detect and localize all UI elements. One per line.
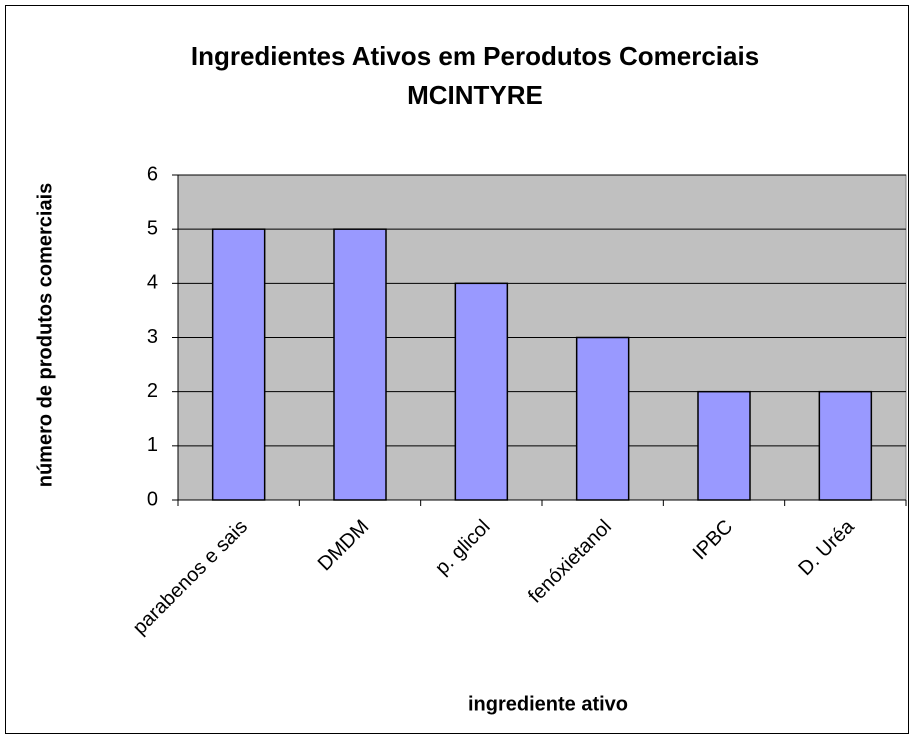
x-axis-label: ingrediente ativo bbox=[468, 693, 628, 715]
bar bbox=[454, 282, 509, 501]
bar bbox=[697, 390, 751, 501]
bar bbox=[333, 228, 387, 501]
bar bbox=[818, 390, 873, 501]
y-tick-label: 5 bbox=[147, 217, 158, 239]
y-tick-label: 4 bbox=[147, 272, 158, 294]
bar bbox=[211, 228, 266, 501]
chart-title: Ingredientes Ativos em Perodutos Comerci… bbox=[191, 41, 759, 71]
y-tick-label: 2 bbox=[147, 380, 158, 402]
y-tick-label: 6 bbox=[147, 163, 158, 185]
chart-title: MCINTYRE bbox=[407, 80, 543, 110]
y-tick-label: 1 bbox=[147, 434, 158, 456]
y-axis-label: número de produtos comerciais bbox=[34, 183, 56, 488]
y-tick-label: 3 bbox=[147, 326, 158, 348]
bar bbox=[575, 336, 630, 501]
y-tick-label: 0 bbox=[147, 488, 158, 510]
